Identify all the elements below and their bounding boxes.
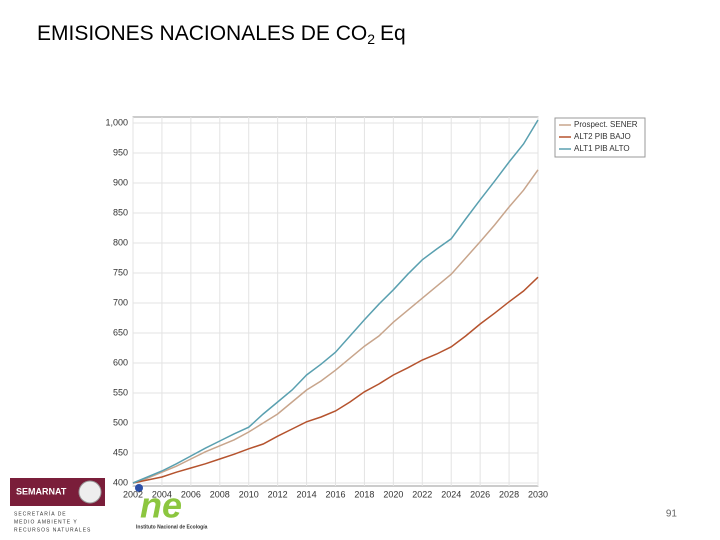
y-tick-label: 500: [113, 417, 128, 427]
slide-title: EMISIONES NACIONALES DE CO2 Eq: [37, 22, 406, 47]
x-tick-label: 2018: [354, 489, 374, 499]
ine-logo: ne: [140, 485, 182, 526]
y-tick-label: 850: [113, 207, 128, 217]
x-tick-label: 2012: [268, 489, 288, 499]
title-sub: 2: [367, 31, 375, 47]
x-tick-label: 2030: [528, 489, 548, 499]
x-tick-label: 2004: [152, 489, 172, 499]
secretaria-line: RECURSOS NATURALES: [14, 527, 91, 533]
y-tick-label: 700: [113, 297, 128, 307]
title-main: EMISIONES NACIONALES DE CO: [37, 22, 367, 45]
y-tick-label: 450: [113, 447, 128, 457]
x-tick-label: 2028: [499, 489, 519, 499]
legend-label: ALT1 PIB ALTO: [574, 144, 630, 153]
x-tick-label: 2002: [123, 489, 143, 499]
x-tick-label: 2014: [297, 489, 317, 499]
y-tick-label: 900: [113, 177, 128, 187]
ine-dot: [135, 484, 143, 492]
x-tick-label: 2010: [239, 489, 259, 499]
series-line: [132, 119, 539, 484]
y-tick-label: 550: [113, 387, 128, 397]
y-tick-label: 750: [113, 267, 128, 277]
secretaria-line: SECRETARÍA DE: [14, 510, 67, 517]
secretaria-line: MEDIO AMBIENTE Y: [14, 519, 78, 525]
series-line: [132, 169, 539, 484]
x-tick-label: 2016: [325, 489, 345, 499]
legend-label: ALT2 PIB BAJO: [574, 132, 631, 141]
legend-label: Prospect. SENER: [574, 120, 638, 129]
x-tick-label: 2026: [470, 489, 490, 499]
semarnat-label: SEMARNAT: [16, 486, 67, 496]
y-tick-label: 600: [113, 357, 128, 367]
seal: [78, 480, 102, 504]
x-tick-label: 2024: [441, 489, 461, 499]
y-tick-label: 650: [113, 327, 128, 337]
x-tick-label: 2020: [383, 489, 403, 499]
y-tick-label: 800: [113, 237, 128, 247]
y-tick-label: 1,000: [105, 117, 128, 127]
series-line: [132, 276, 539, 484]
title-end: Eq: [380, 22, 406, 45]
ine-name: Instituto Nacional de Ecología: [136, 524, 208, 530]
x-tick-label: 2008: [210, 489, 230, 499]
y-tick-label: 400: [113, 477, 128, 487]
x-tick-label: 2006: [181, 489, 201, 499]
y-tick-label: 950: [113, 147, 128, 157]
x-tick-label: 2022: [412, 489, 432, 499]
page-number: 91: [666, 509, 678, 520]
